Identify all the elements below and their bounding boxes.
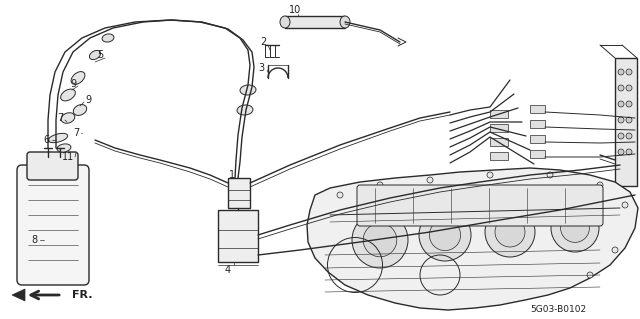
Circle shape — [561, 214, 589, 242]
Circle shape — [618, 149, 624, 155]
Ellipse shape — [61, 113, 75, 123]
Text: 2: 2 — [260, 37, 266, 47]
Circle shape — [352, 212, 408, 268]
Circle shape — [419, 209, 471, 261]
Bar — [490, 110, 508, 118]
Ellipse shape — [48, 133, 68, 143]
Circle shape — [377, 182, 383, 188]
Circle shape — [337, 192, 343, 198]
Bar — [285, 16, 345, 28]
Text: 9: 9 — [70, 79, 76, 89]
Bar — [530, 120, 545, 128]
Text: 5: 5 — [97, 50, 103, 60]
Circle shape — [612, 247, 618, 253]
Circle shape — [626, 69, 632, 75]
FancyBboxPatch shape — [218, 210, 258, 262]
Ellipse shape — [90, 50, 100, 60]
Text: 11: 11 — [62, 152, 74, 162]
Circle shape — [622, 202, 628, 208]
Ellipse shape — [61, 89, 76, 101]
Circle shape — [587, 272, 593, 278]
FancyBboxPatch shape — [357, 185, 603, 226]
Circle shape — [597, 182, 603, 188]
Bar — [530, 105, 545, 113]
Circle shape — [626, 85, 632, 91]
Text: 7: 7 — [73, 128, 79, 138]
Bar — [490, 138, 508, 146]
Circle shape — [485, 207, 535, 257]
Text: 9: 9 — [85, 95, 91, 105]
Text: 8: 8 — [31, 235, 37, 245]
Text: FR.: FR. — [72, 290, 93, 300]
Bar — [530, 150, 545, 158]
Ellipse shape — [240, 85, 256, 95]
Circle shape — [618, 117, 624, 123]
Bar — [530, 135, 545, 143]
Polygon shape — [307, 168, 638, 310]
Text: 7: 7 — [57, 113, 63, 123]
FancyBboxPatch shape — [17, 165, 89, 285]
Circle shape — [626, 101, 632, 107]
Text: 4: 4 — [225, 265, 231, 275]
Ellipse shape — [340, 16, 350, 28]
Ellipse shape — [74, 105, 86, 115]
FancyBboxPatch shape — [27, 152, 78, 180]
Circle shape — [618, 85, 624, 91]
Circle shape — [626, 133, 632, 139]
Circle shape — [427, 177, 433, 183]
Text: 1: 1 — [229, 170, 235, 180]
Circle shape — [487, 172, 493, 178]
FancyBboxPatch shape — [228, 178, 250, 208]
Circle shape — [626, 117, 632, 123]
Ellipse shape — [71, 71, 85, 85]
Circle shape — [429, 219, 461, 251]
Ellipse shape — [237, 105, 253, 115]
Bar — [490, 152, 508, 160]
Text: 5G03-B0102: 5G03-B0102 — [530, 306, 586, 315]
Circle shape — [364, 223, 397, 257]
Text: 3: 3 — [258, 63, 264, 73]
Bar — [615, 58, 637, 186]
Ellipse shape — [280, 16, 290, 28]
Ellipse shape — [57, 144, 71, 152]
Polygon shape — [12, 289, 25, 301]
Circle shape — [626, 149, 632, 155]
Bar — [490, 124, 508, 132]
Circle shape — [618, 69, 624, 75]
Circle shape — [551, 204, 599, 252]
Circle shape — [618, 133, 624, 139]
Text: 10: 10 — [289, 5, 301, 15]
Ellipse shape — [102, 34, 114, 42]
Circle shape — [618, 101, 624, 107]
Circle shape — [495, 217, 525, 247]
Text: 6: 6 — [43, 135, 49, 145]
Circle shape — [547, 172, 553, 178]
